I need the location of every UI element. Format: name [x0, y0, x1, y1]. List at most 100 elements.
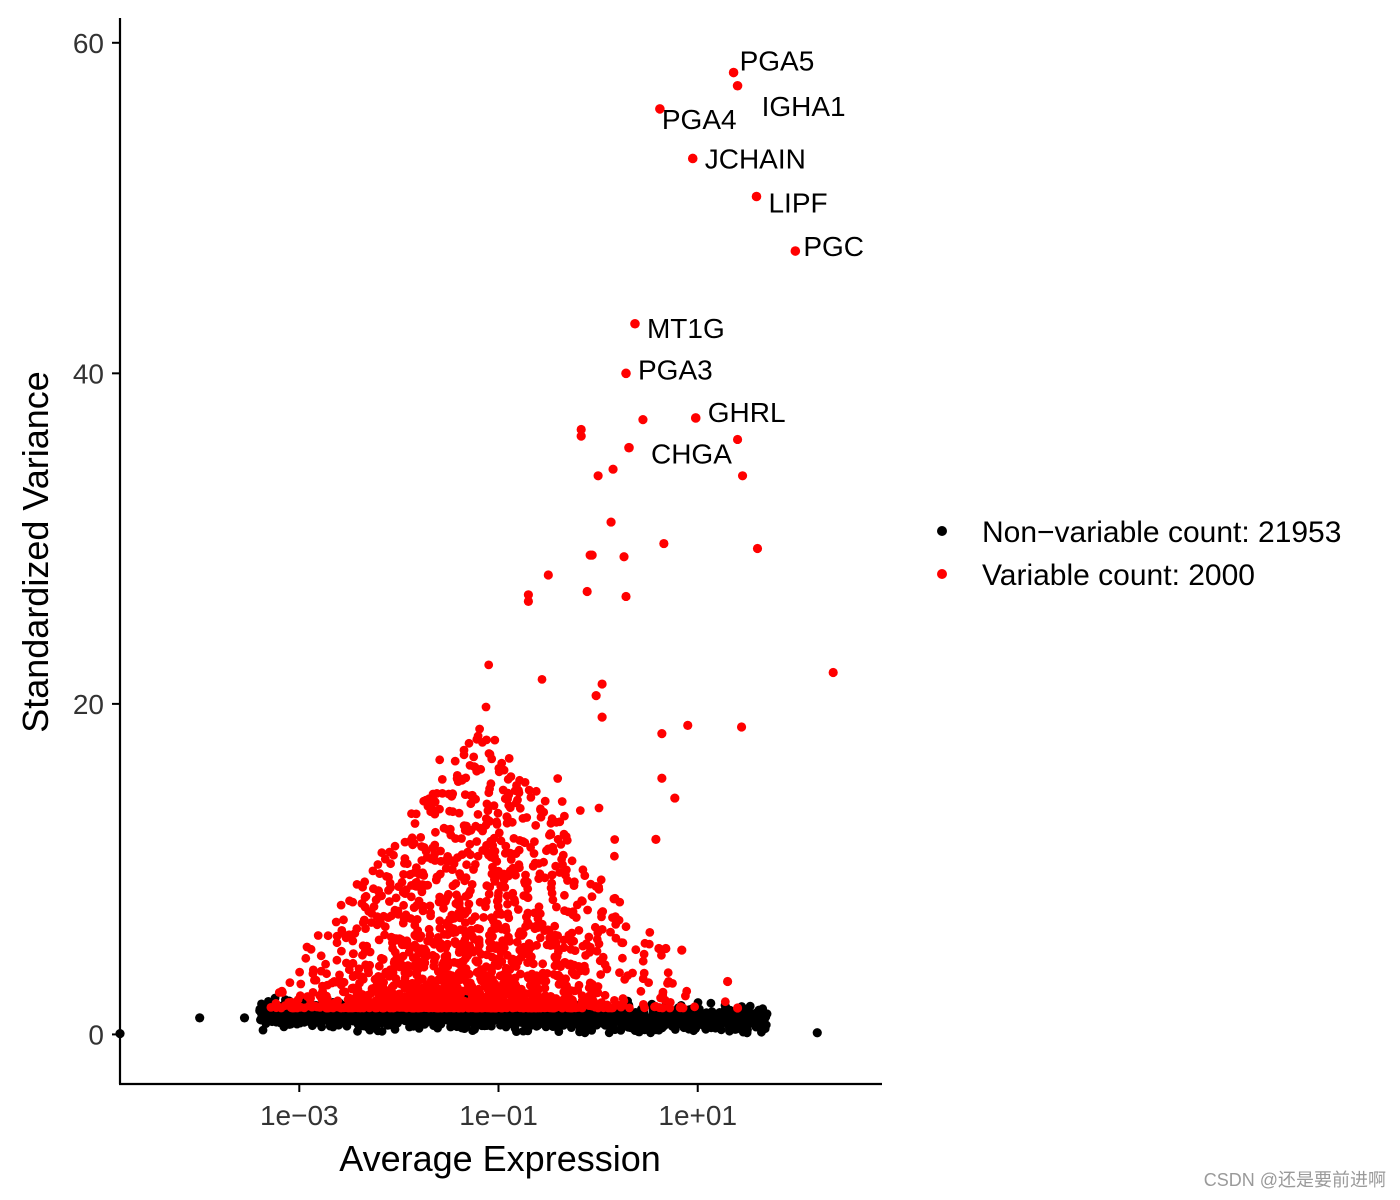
- variable-point: [391, 1001, 401, 1011]
- variable-point: [500, 794, 510, 804]
- variable-point: [463, 951, 472, 961]
- variable-outlier-point: [752, 543, 763, 554]
- variable-point: [523, 1002, 533, 1012]
- variable-point: [412, 970, 421, 979]
- variable-point: [336, 900, 346, 910]
- non-variable-point: [256, 1015, 266, 1025]
- variable-point: [594, 939, 604, 949]
- variable-point: [438, 984, 448, 993]
- variable-point: [519, 891, 529, 900]
- variable-point: [315, 991, 324, 1000]
- variable-point: [510, 786, 520, 795]
- variable-point: [504, 801, 514, 810]
- variable-point: [481, 962, 491, 972]
- gene-label-ghrl: GHRL: [708, 397, 786, 428]
- variable-point: [457, 850, 467, 859]
- variable-point: [554, 970, 563, 980]
- variable-point: [355, 998, 365, 1007]
- variable-point: [585, 978, 595, 988]
- variable-point: [443, 857, 453, 867]
- variable-point: [500, 882, 510, 892]
- non-variable-point: [711, 1023, 720, 1033]
- non-variable-point: [738, 1018, 748, 1027]
- variable-point: [431, 827, 440, 837]
- variable-outlier-point: [587, 550, 597, 560]
- variable-point: [546, 883, 556, 893]
- variable-point: [657, 950, 666, 960]
- legend-key-variable: [937, 569, 947, 579]
- variable-point: [536, 812, 546, 822]
- variable-point: [469, 752, 479, 762]
- variable-point: [531, 786, 541, 796]
- variable-point: [536, 933, 545, 943]
- variable-point: [484, 788, 494, 798]
- variable-point: [489, 833, 499, 843]
- variable-point: [551, 941, 561, 950]
- variable-point: [367, 998, 376, 1007]
- non-variable-point: [286, 1012, 295, 1021]
- variable-point: [515, 927, 525, 936]
- variable-point: [451, 999, 460, 1009]
- variable-point: [531, 921, 541, 931]
- non-variable-point: [552, 1018, 562, 1028]
- variable-outlier-point: [732, 1003, 743, 1013]
- variable-point: [560, 890, 569, 900]
- gene-label-igha1: IGHA1: [762, 91, 846, 122]
- variable-point: [399, 915, 409, 924]
- variable-outlier-point: [828, 667, 838, 678]
- variable-point: [478, 992, 488, 1002]
- non-variable-point: [559, 1012, 569, 1022]
- non-variable-point: [328, 1010, 338, 1020]
- variable-point: [508, 996, 518, 1006]
- gene-label-mt1g: MT1G: [647, 313, 725, 344]
- variable-point: [466, 799, 476, 809]
- variable-point: [663, 968, 673, 978]
- variable-point: [371, 895, 381, 905]
- gene-point-mt1g: [630, 318, 640, 329]
- variable-point: [469, 762, 479, 772]
- variable-point: [361, 924, 370, 933]
- y-tick-label: 60: [73, 28, 104, 59]
- variable-point: [391, 893, 401, 903]
- variable-point: [340, 931, 350, 940]
- variable-point: [475, 924, 484, 934]
- non-variable-point: [425, 1015, 435, 1024]
- variable-point: [443, 972, 453, 981]
- gene-labels: PGA5 IGHA1 PGA4 JCHAIN LIPF PGC MT1G PGA3 GHRL CH…: [638, 46, 864, 470]
- gene-point-pga5: [728, 67, 739, 78]
- variable-point: [451, 939, 461, 949]
- variable-point: [538, 959, 548, 969]
- variable-point: [599, 1003, 608, 1013]
- variable-point: [303, 992, 312, 1001]
- variable-point: [506, 855, 516, 864]
- variable-point: [515, 803, 525, 813]
- variable-point: [383, 913, 393, 922]
- variable-point: [644, 978, 653, 987]
- non-variable-point: [652, 1019, 662, 1029]
- variable-point: [442, 956, 452, 965]
- variable-point: [479, 913, 488, 922]
- variable-outlier-point: [576, 424, 586, 435]
- non-variable-point: [363, 1016, 373, 1026]
- non-variable-point: [284, 1018, 293, 1028]
- non-variable-point: [670, 1016, 680, 1026]
- variable-point: [534, 859, 544, 868]
- variable-point: [461, 892, 471, 901]
- variable-point: [617, 938, 627, 948]
- variable-point: [503, 899, 512, 909]
- variable-point: [316, 951, 326, 961]
- variable-point: [553, 834, 563, 844]
- variable-point: [499, 875, 509, 885]
- variable-point: [271, 999, 281, 1008]
- variable-point: [537, 675, 547, 684]
- variable-point: [566, 959, 575, 969]
- variable-point: [410, 940, 419, 950]
- variable-point: [536, 804, 545, 814]
- variable-point: [571, 970, 581, 980]
- variable-point: [374, 886, 383, 896]
- variable-point: [474, 937, 484, 947]
- x-axis-title: Average Expression: [339, 1138, 661, 1179]
- non-variable-point: [452, 1022, 462, 1032]
- variable-point: [375, 918, 385, 927]
- variable-point: [503, 950, 512, 960]
